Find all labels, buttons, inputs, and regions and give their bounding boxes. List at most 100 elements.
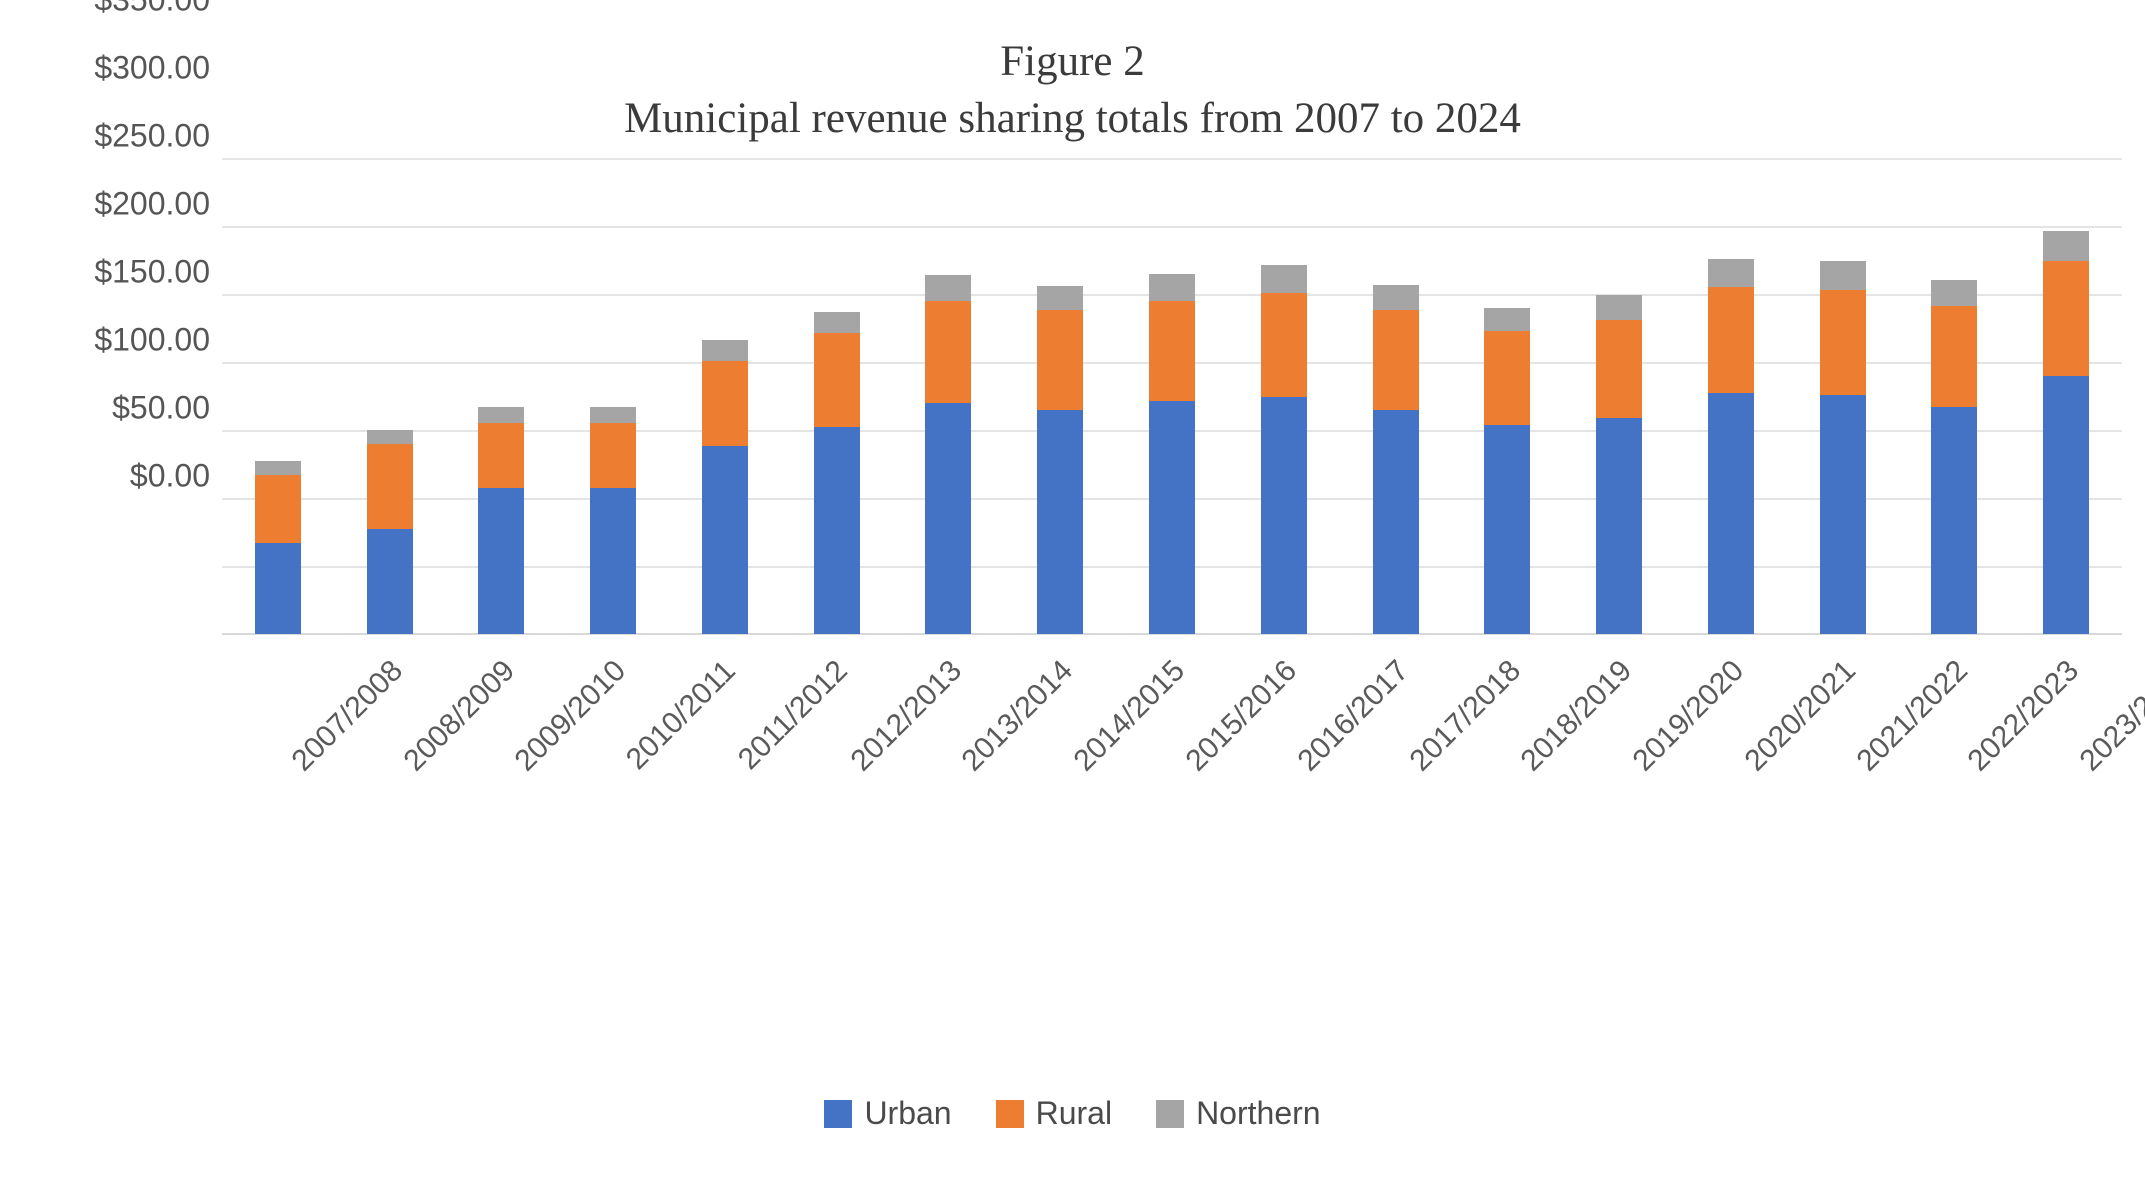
bar-segment-northern[interactable] (1596, 295, 1643, 320)
bar-segment-urban[interactable] (590, 488, 637, 634)
bar-segment-urban[interactable] (254, 542, 301, 634)
bar-column[interactable] (1563, 158, 1675, 634)
bar-segment-rural[interactable] (1931, 306, 1978, 407)
bar-segment-rural[interactable] (254, 474, 301, 543)
bar-segment-rural[interactable] (925, 300, 972, 403)
bar-column[interactable] (781, 158, 893, 634)
bar-segment-urban[interactable] (478, 488, 525, 634)
bar-segment-urban[interactable] (1819, 394, 1866, 634)
x-axis-tick: 2018/2019 (1451, 640, 1639, 800)
bar-segment-rural[interactable] (478, 423, 525, 489)
bar-segment-urban[interactable] (813, 427, 860, 634)
bar-segment-rural[interactable] (1149, 300, 1195, 402)
bar-segment-rural[interactable] (1260, 292, 1307, 398)
bar-segment-northern[interactable] (1260, 265, 1307, 293)
stacked-bar[interactable] (1149, 273, 1195, 634)
bar-segment-northern[interactable] (590, 406, 637, 424)
bar-segment-rural[interactable] (813, 333, 860, 428)
stacked-bar[interactable] (1260, 265, 1307, 634)
bar-segment-northern[interactable] (2043, 231, 2090, 262)
x-axis-tick: 2019/2020 (1563, 640, 1751, 800)
bar-column[interactable] (222, 158, 334, 634)
bar-segment-northern[interactable] (1707, 258, 1754, 288)
legend-swatch-urban-icon (824, 1099, 853, 1128)
bar-column[interactable] (669, 158, 781, 634)
chart-title: Figure 2 Municipal revenue sharing total… (0, 34, 2145, 148)
bar-segment-urban[interactable] (1149, 401, 1195, 634)
bar-segment-urban[interactable] (366, 529, 413, 634)
bar-segment-urban[interactable] (1931, 406, 1978, 634)
bar-segment-northern[interactable] (478, 406, 525, 424)
bar-segment-northern[interactable] (925, 274, 972, 301)
bar-segment-northern[interactable] (366, 430, 413, 444)
stacked-bar[interactable] (813, 311, 860, 634)
bar-segment-rural[interactable] (1037, 310, 1084, 410)
bar-column[interactable] (1340, 158, 1452, 634)
x-axis-tick: 2023/2024 (2010, 640, 2145, 800)
bar-segment-northern[interactable] (701, 340, 748, 361)
bar-segment-rural[interactable] (2043, 261, 2090, 376)
bar-segment-northern[interactable] (1819, 261, 1866, 290)
bar-segment-urban[interactable] (1260, 397, 1307, 634)
bar-segment-northern[interactable] (254, 461, 301, 475)
stacked-bar[interactable] (590, 406, 637, 634)
y-axis-tick-label: $350.00 (94, 0, 210, 19)
bar-column[interactable] (1228, 158, 1340, 634)
legend-swatch-northern-icon (1156, 1099, 1185, 1128)
bar-segment-urban[interactable] (1484, 424, 1531, 634)
bar-segment-urban[interactable] (1707, 393, 1754, 634)
stacked-bar[interactable] (254, 461, 301, 634)
stacked-bar[interactable] (1819, 261, 1866, 634)
stacked-bar[interactable] (1372, 284, 1419, 634)
stacked-bar[interactable] (1484, 307, 1531, 634)
y-axis-labels: $0.00 $50.00 $100.00 $150.00 $200.00 $250.00 $… (0, 0, 210, 494)
x-axis-tick: 2022/2023 (1898, 640, 2086, 800)
stacked-bar[interactable] (1037, 285, 1084, 634)
bar-segment-northern[interactable] (1931, 280, 1978, 307)
y-axis-tick-label: $300.00 (94, 49, 210, 86)
legend-item[interactable]: Urban (824, 1095, 952, 1132)
bar-column[interactable] (1004, 158, 1116, 634)
bar-segment-northern[interactable] (1484, 307, 1531, 331)
legend-item[interactable]: Northern (1156, 1095, 1321, 1132)
bar-column[interactable] (1116, 158, 1228, 634)
bar-column[interactable] (334, 158, 446, 634)
bar-column[interactable] (1898, 158, 2010, 634)
y-axis-tick-label: $200.00 (94, 185, 210, 222)
bar-column[interactable] (893, 158, 1005, 634)
stacked-bar[interactable] (1707, 258, 1754, 634)
stacked-bar[interactable] (1596, 295, 1643, 634)
bar-segment-rural[interactable] (1596, 319, 1643, 418)
bar-segment-urban[interactable] (1037, 409, 1084, 634)
bar-column[interactable] (1451, 158, 1563, 634)
bar-segment-urban[interactable] (701, 446, 748, 634)
x-axis-tick: 2012/2013 (781, 640, 968, 800)
legend-item[interactable]: Rural (995, 1095, 1112, 1132)
bar-column[interactable] (446, 158, 558, 634)
bar-segment-rural[interactable] (701, 360, 748, 447)
stacked-bar[interactable] (478, 406, 525, 634)
bar-segment-urban[interactable] (1596, 417, 1643, 634)
bar-column[interactable] (2010, 158, 2122, 634)
bar-column[interactable] (1787, 158, 1899, 634)
bar-segment-rural[interactable] (1819, 289, 1866, 395)
bar-segment-rural[interactable] (1372, 310, 1419, 410)
bar-segment-northern[interactable] (813, 311, 860, 334)
stacked-bar[interactable] (925, 274, 972, 634)
stacked-bar[interactable] (701, 340, 748, 634)
stacked-bar[interactable] (2043, 231, 2090, 634)
bar-segment-rural[interactable] (590, 423, 637, 489)
bar-segment-urban[interactable] (925, 402, 972, 634)
bar-segment-rural[interactable] (1484, 330, 1531, 425)
bar-segment-northern[interactable] (1372, 284, 1419, 311)
bar-segment-northern[interactable] (1149, 273, 1195, 301)
bar-column[interactable] (1675, 158, 1787, 634)
bar-segment-urban[interactable] (1372, 409, 1419, 634)
bar-segment-urban[interactable] (2043, 375, 2090, 634)
bar-column[interactable] (557, 158, 669, 634)
stacked-bar[interactable] (366, 430, 413, 634)
stacked-bar[interactable] (1931, 280, 1978, 634)
bar-segment-rural[interactable] (366, 443, 413, 530)
bar-segment-northern[interactable] (1037, 285, 1084, 311)
bar-segment-rural[interactable] (1707, 287, 1754, 394)
